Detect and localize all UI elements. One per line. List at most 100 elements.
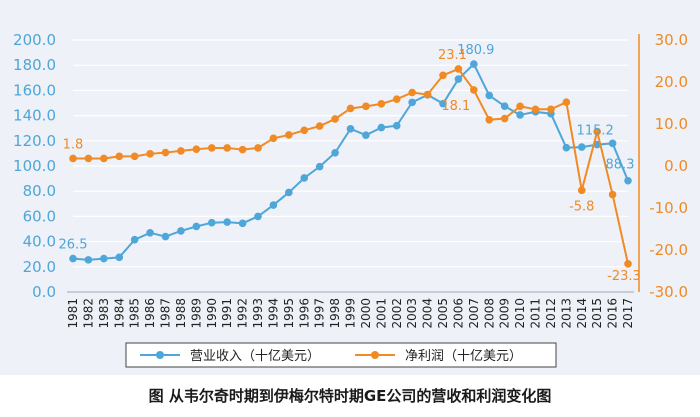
data-point-revenue xyxy=(346,125,355,133)
data-point-revenue xyxy=(130,235,139,244)
data-label-profit: 18.1 xyxy=(441,99,470,114)
data-point-revenue xyxy=(254,212,262,221)
data-point-profit xyxy=(562,98,571,106)
x-tick-label: 1996 xyxy=(297,298,311,329)
legend-label-profit: 净利润（十亿美元） xyxy=(405,349,522,364)
chart-frame: 0.0 20.0 40.0 60.0 80.0 100.0 120.0 140.0 160.0 1… xyxy=(0,0,700,375)
data-point-profit xyxy=(377,100,386,108)
data-point-revenue xyxy=(454,75,463,83)
data-point-revenue xyxy=(377,123,386,132)
x-tick-label: 1986 xyxy=(143,298,157,329)
data-point-revenue xyxy=(269,201,278,209)
x-tick-label: 2013 xyxy=(559,298,573,329)
data-label-profit: 1.8 xyxy=(63,137,84,152)
data-point-profit xyxy=(362,102,370,111)
x-tick-label: 1985 xyxy=(128,298,142,329)
x-tick-label: 1989 xyxy=(189,298,203,329)
data-point-profit xyxy=(346,104,355,113)
x-tick-label: 2003 xyxy=(405,298,419,329)
data-point-revenue xyxy=(100,254,108,263)
x-axis: 1981 1982 1983 1984 1985 1986 1987 1988 1989 1990… xyxy=(66,291,635,329)
data-point-revenue xyxy=(146,228,154,237)
data-point-profit xyxy=(577,186,586,195)
gridlines xyxy=(73,39,628,293)
x-tick-label: 2016 xyxy=(606,298,620,329)
data-point-revenue xyxy=(516,111,524,119)
x-tick-label: 1981 xyxy=(66,298,80,329)
data-point-profit xyxy=(531,105,540,114)
y-axis-left: 0.0 20.0 40.0 60.0 80.0 100.0 120.0 140.0 160.0 1… xyxy=(13,31,56,301)
data-point-profit xyxy=(254,144,262,152)
data-point-revenue xyxy=(192,222,201,231)
y-right-tick-label: 0.0 xyxy=(664,157,688,175)
x-tick-label: 2012 xyxy=(544,298,558,329)
series-line-revenue xyxy=(72,62,629,261)
y-left-tick-label: 180.0 xyxy=(13,56,56,74)
data-point-revenue xyxy=(69,254,77,263)
data-point-revenue xyxy=(470,60,478,68)
x-tick-label: 2015 xyxy=(590,298,604,329)
x-tick-label: 2000 xyxy=(359,298,373,329)
data-point-profit xyxy=(593,127,601,136)
data-point-profit xyxy=(516,102,524,111)
data-point-profit xyxy=(454,65,463,73)
y-left-tick-label: 160.0 xyxy=(13,81,56,99)
y-right-tick-label: -10.0 xyxy=(649,199,688,217)
legend-marker-profit xyxy=(371,351,379,359)
x-tick-label: 1987 xyxy=(159,298,173,329)
x-tick-label: 2004 xyxy=(421,298,435,329)
data-point-profit xyxy=(69,154,77,163)
data-point-profit xyxy=(470,86,478,94)
y-left-tick-label: 0.0 xyxy=(32,283,56,301)
y-left-tick-label: 20.0 xyxy=(23,258,56,276)
data-point-revenue xyxy=(285,188,293,197)
y-right-tick-label: 30.0 xyxy=(655,31,688,49)
data-point-revenue xyxy=(562,143,571,152)
data-label-profit: -5.8 xyxy=(569,199,594,214)
x-tick-label: 1990 xyxy=(205,298,219,329)
y-right-tick-label: -20.0 xyxy=(649,241,688,259)
x-tick-label: 2008 xyxy=(482,298,496,329)
data-point-profit xyxy=(300,126,309,135)
data-point-revenue xyxy=(577,143,586,151)
data-label-revenue: 180.9 xyxy=(457,43,494,58)
data-point-profit xyxy=(100,154,108,163)
data-point-profit xyxy=(408,88,416,97)
y-left-tick-label: 80.0 xyxy=(23,182,56,200)
data-point-revenue xyxy=(300,174,309,182)
legend-box xyxy=(125,342,557,368)
data-point-profit xyxy=(269,134,278,143)
data-point-profit xyxy=(624,260,632,268)
x-tick-label: 1995 xyxy=(282,298,296,329)
y-left-tick-label: 120.0 xyxy=(13,132,56,150)
data-point-profit xyxy=(331,115,339,123)
data-label-profit: -23.3 xyxy=(607,269,641,284)
x-tick-label: 1997 xyxy=(313,298,327,329)
data-labels: 26.5 180.9 115.2 88.3 1.8 23.1 18.1 -5.8 -23.3 xyxy=(59,43,641,284)
x-tick-label: 1993 xyxy=(251,298,265,329)
y-axis-right: -30.0 -20.0 -10.0 0.0 10.0 20.0 30.0 xyxy=(638,31,688,301)
data-label-revenue: 26.5 xyxy=(59,238,88,253)
legend-label-revenue: 营业收入（十亿美元） xyxy=(190,349,320,364)
data-point-revenue xyxy=(331,148,339,157)
y-left-tick-label: 40.0 xyxy=(23,233,56,251)
data-point-revenue xyxy=(161,232,170,241)
x-tick-label: 1994 xyxy=(266,298,280,329)
x-tick-label: 2002 xyxy=(390,298,404,329)
x-tick-label: 2005 xyxy=(436,298,450,329)
data-point-revenue xyxy=(608,139,617,148)
data-point-profit xyxy=(238,145,247,154)
data-point-profit xyxy=(608,190,617,199)
data-point-profit xyxy=(500,114,509,123)
x-tick-label: 1991 xyxy=(220,298,234,329)
x-tick-label: 1984 xyxy=(112,298,126,329)
data-point-profit xyxy=(423,90,432,99)
x-tick-label: 2017 xyxy=(621,298,635,329)
data-point-profit xyxy=(285,131,293,139)
y-left-tick-label: 60.0 xyxy=(23,207,56,225)
data-point-profit xyxy=(315,122,324,130)
y-left-tick-label: 140.0 xyxy=(13,107,56,125)
data-point-revenue xyxy=(624,176,632,185)
data-label-profit: 23.1 xyxy=(438,48,467,63)
data-point-profit xyxy=(84,154,93,163)
